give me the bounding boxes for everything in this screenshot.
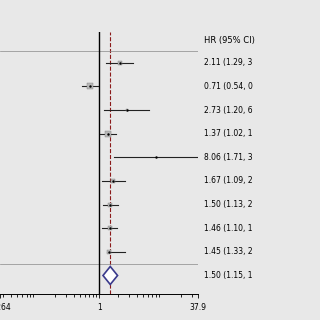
Text: 1.50 (1.15, 1: 1.50 (1.15, 1	[204, 271, 253, 280]
Text: 0.71 (0.54, 0: 0.71 (0.54, 0	[204, 82, 253, 91]
Text: 8.06 (1.71, 3: 8.06 (1.71, 3	[204, 153, 253, 162]
Polygon shape	[103, 267, 117, 284]
Text: 1.50 (1.13, 2: 1.50 (1.13, 2	[204, 200, 253, 209]
Text: 1.46 (1.10, 1: 1.46 (1.10, 1	[204, 224, 253, 233]
Text: 1.67 (1.09, 2: 1.67 (1.09, 2	[204, 176, 253, 185]
Text: 1.45 (1.33, 2: 1.45 (1.33, 2	[204, 247, 253, 256]
Text: HR (95% CI): HR (95% CI)	[204, 36, 255, 45]
Text: 2.73 (1.20, 6: 2.73 (1.20, 6	[204, 106, 253, 115]
Text: 1.37 (1.02, 1: 1.37 (1.02, 1	[204, 129, 253, 138]
Text: 2.11 (1.29, 3: 2.11 (1.29, 3	[204, 58, 253, 67]
